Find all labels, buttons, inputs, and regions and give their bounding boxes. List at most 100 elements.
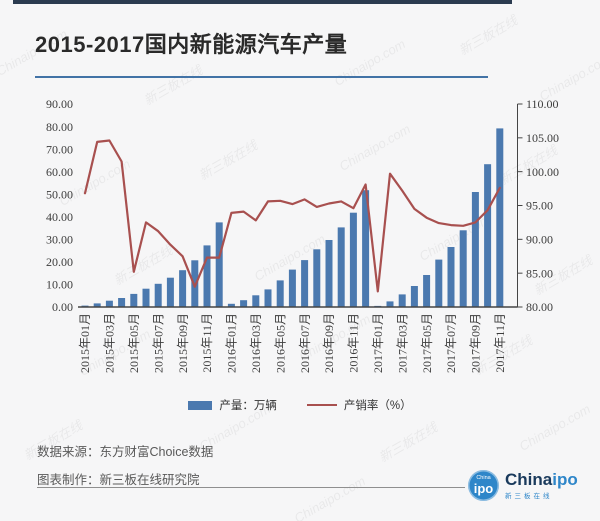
page-title: 2015-2017国内新能源汽车产量 bbox=[35, 32, 348, 57]
production-bar bbox=[81, 305, 89, 307]
production-bar bbox=[325, 240, 333, 307]
production-bar bbox=[484, 164, 492, 307]
production-bar bbox=[362, 190, 370, 307]
left-axis-tick-label: 40.00 bbox=[46, 210, 73, 224]
left-axis-tick-label: 60.00 bbox=[46, 165, 73, 179]
watermark-text: 新三板在线 bbox=[141, 62, 205, 109]
production-bar bbox=[166, 277, 174, 307]
left-axis-tick-label: 30.00 bbox=[46, 233, 73, 247]
logo-badge-main-text: ipo bbox=[473, 480, 494, 496]
left-axis-tick-label: 0.00 bbox=[52, 300, 73, 314]
production-bar bbox=[471, 192, 479, 307]
x-axis-label: 2015年03月 bbox=[103, 313, 117, 373]
logo-badge-top-text: China bbox=[476, 475, 491, 482]
x-axis-label: 2016年09月 bbox=[322, 313, 336, 373]
watermark-text: 新三板在线 bbox=[471, 332, 535, 379]
footer-divider bbox=[37, 487, 465, 488]
data-source-note: 数据来源：东方财富Choice数据 bbox=[37, 445, 214, 459]
left-axis-tick-label: 20.00 bbox=[46, 255, 73, 269]
top-accent-bar bbox=[13, 0, 512, 4]
production-bar bbox=[349, 212, 357, 307]
wordmark-subtext: 新三板在线 bbox=[505, 493, 553, 500]
x-axis-label: 2017年05月 bbox=[420, 313, 434, 373]
bar-series-swatch bbox=[188, 400, 213, 410]
watermark-text: Chinaipo.com bbox=[416, 211, 493, 264]
production-bar bbox=[191, 260, 199, 307]
chinaipo-logo-badge: China ipo bbox=[468, 470, 499, 501]
wordmark-china: China bbox=[505, 470, 553, 489]
production-bar bbox=[276, 280, 284, 307]
production-bar bbox=[130, 293, 138, 307]
watermark-text: Chinaipo.com bbox=[296, 311, 373, 364]
watermark-text: Chinaipo.com bbox=[536, 51, 600, 104]
x-axis-label: 2017年09月 bbox=[469, 313, 483, 373]
watermark-text: Chinaipo.com bbox=[336, 121, 413, 174]
production-bar bbox=[398, 294, 406, 307]
production-bar bbox=[313, 249, 321, 307]
right-axis-tick-label: 110.00 bbox=[526, 97, 559, 111]
production-bar bbox=[105, 300, 113, 307]
title-underline bbox=[35, 76, 488, 78]
watermark-text: 新三板在线 bbox=[196, 137, 260, 184]
x-axis-label: 2015年09月 bbox=[176, 313, 190, 373]
production-bar bbox=[423, 275, 431, 307]
production-bar bbox=[252, 295, 260, 307]
production-bar bbox=[264, 289, 272, 307]
wordmark-ipo: ipo bbox=[552, 470, 578, 489]
watermark-text: 新三板在线 bbox=[111, 242, 175, 289]
production-bar bbox=[435, 259, 443, 307]
sales-ratio-line bbox=[83, 139, 501, 293]
chart-maker-note: 图表制作：新三板在线研究院 bbox=[37, 473, 200, 487]
x-axis-label: 2016年01月 bbox=[225, 313, 239, 373]
production-bar bbox=[496, 128, 504, 307]
chart-legend: 产量：万辆 产销率（%） bbox=[0, 397, 600, 413]
production-bar bbox=[154, 283, 162, 307]
production-bar bbox=[410, 286, 418, 307]
production-bar bbox=[337, 227, 345, 307]
chinaipo-logo: China ipo Chinaipo 新三板在线 bbox=[468, 470, 578, 501]
x-axis-label: 2016年05月 bbox=[273, 313, 287, 373]
production-bar bbox=[386, 301, 394, 307]
x-axis-label: 2015年01月 bbox=[78, 313, 92, 373]
production-bar bbox=[142, 288, 150, 307]
x-axis-label: 2015年11月 bbox=[200, 313, 214, 373]
production-bar bbox=[227, 303, 235, 307]
legend-label-ratio: 产销率（%） bbox=[343, 400, 412, 412]
production-bar bbox=[240, 300, 248, 307]
left-axis-tick-label: 50.00 bbox=[46, 187, 73, 201]
right-axis-tick-label: 80.00 bbox=[526, 300, 553, 314]
watermark-text: 新三板在线 bbox=[376, 419, 440, 466]
production-bar bbox=[374, 305, 382, 307]
left-axis-tick-label: 80.00 bbox=[46, 120, 73, 134]
x-axis-label: 2017年01月 bbox=[371, 313, 385, 373]
watermark-text: Chinaipo.com bbox=[76, 326, 153, 379]
legend-label-production: 产量：万辆 bbox=[219, 400, 277, 412]
production-bar bbox=[301, 260, 309, 307]
watermark-text: 新三板在线 bbox=[456, 12, 520, 59]
production-bar bbox=[93, 303, 101, 307]
right-axis-tick-label: 85.00 bbox=[526, 266, 553, 280]
x-axis-label: 2016年11月 bbox=[347, 313, 361, 373]
line-series-swatch bbox=[306, 403, 337, 407]
production-bar bbox=[203, 245, 211, 307]
x-axis-label: 2017年03月 bbox=[395, 313, 409, 373]
production-bar bbox=[118, 298, 126, 307]
production-bar bbox=[288, 269, 296, 307]
watermark-text: 新三板在线 bbox=[531, 252, 595, 299]
legend-item-production: 产量：万辆 bbox=[188, 397, 277, 413]
right-axis-tick-label: 100.00 bbox=[526, 165, 559, 179]
chinaipo-wordmark: Chinaipo 新三板在线 bbox=[505, 471, 578, 500]
watermark-text: Chinaipo.com bbox=[56, 156, 133, 209]
x-axis-label: 2015年05月 bbox=[127, 313, 141, 373]
right-axis-tick-label: 95.00 bbox=[526, 199, 553, 213]
production-bar bbox=[459, 230, 467, 307]
right-axis-tick-label: 105.00 bbox=[526, 131, 559, 145]
x-axis-label: 2016年03月 bbox=[249, 313, 263, 373]
watermark-text: Chinaipo.com bbox=[251, 231, 328, 284]
x-axis-label: 2017年11月 bbox=[493, 313, 507, 373]
left-axis-tick-label: 10.00 bbox=[46, 278, 73, 292]
x-axis-label: 2017年07月 bbox=[444, 313, 458, 373]
left-axis-tick-label: 90.00 bbox=[46, 97, 73, 111]
x-axis-label: 2015年07月 bbox=[151, 313, 165, 373]
